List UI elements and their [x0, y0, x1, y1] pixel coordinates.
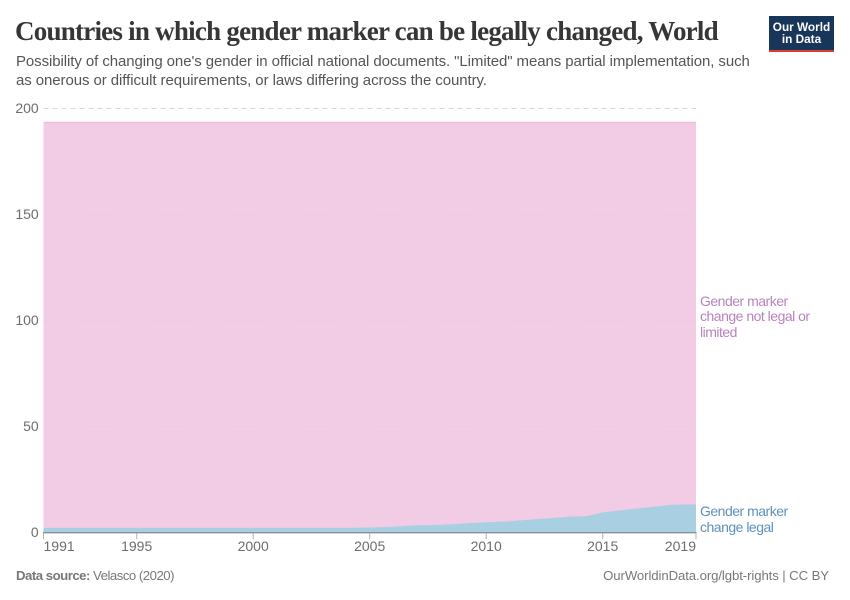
svg-text:2010: 2010 [471, 538, 502, 554]
svg-text:2000: 2000 [238, 538, 269, 554]
svg-text:2005: 2005 [354, 538, 385, 554]
svg-text:1991: 1991 [44, 538, 75, 554]
svg-text:0: 0 [31, 524, 39, 540]
svg-text:200: 200 [15, 100, 39, 116]
svg-text:50: 50 [23, 418, 39, 434]
svg-text:2019: 2019 [665, 538, 696, 554]
svg-text:1995: 1995 [121, 538, 152, 554]
svg-text:2015: 2015 [587, 538, 618, 554]
svg-text:100: 100 [15, 312, 39, 328]
svg-text:150: 150 [15, 206, 39, 222]
